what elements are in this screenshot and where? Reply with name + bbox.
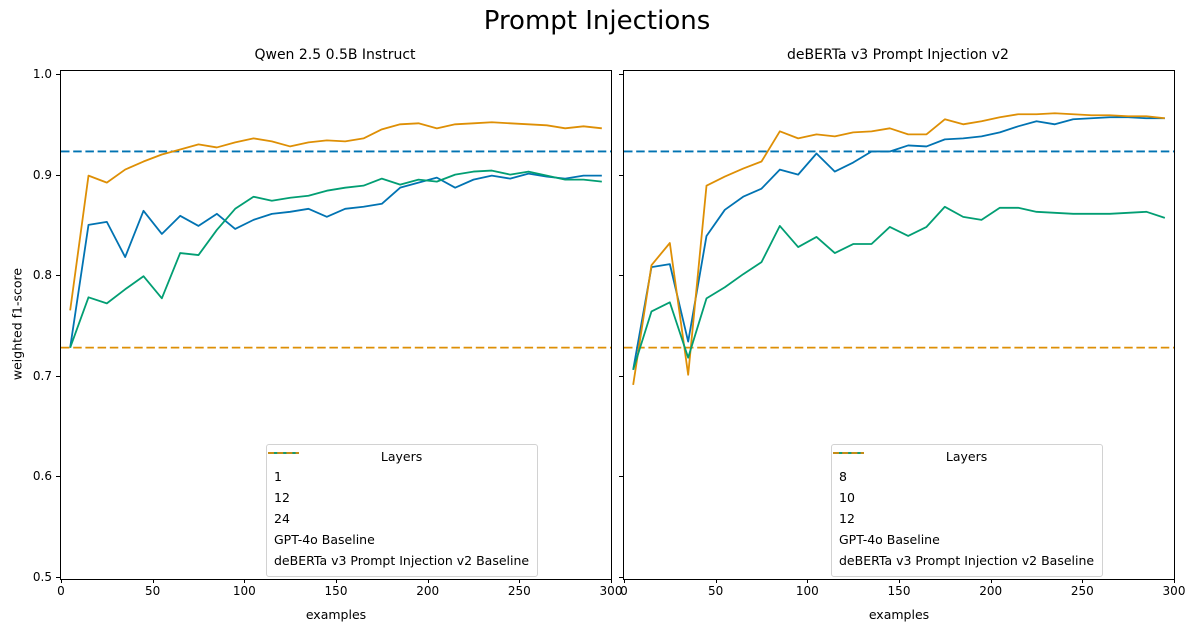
legend-line-sample: [268, 452, 299, 454]
x-tick-label: 0: [620, 584, 628, 598]
legend: Layers 8 10 12 GPT-4o Baseline deBERTa v3 Pro…: [831, 444, 1104, 577]
y-tick-label: 0.9: [32, 167, 52, 182]
x-tick-label: 200: [979, 584, 1003, 598]
y-tick-mark: [56, 476, 60, 478]
y-tick-mark: [56, 275, 60, 277]
y-tick-label: 0.8: [32, 268, 52, 283]
legend-title: Layers: [945, 449, 988, 464]
y-tick-mark: [619, 74, 623, 75]
y-tick-label: 1.0: [32, 67, 52, 81]
x-tick-label: 0: [57, 584, 65, 598]
legend-item: 12: [268, 452, 529, 508]
x-tick-label: 50: [145, 584, 161, 598]
x-tick-label: 150: [324, 584, 348, 598]
legend-item-label: deBERTa v3 Prompt Injection v2 Baseline: [274, 553, 530, 568]
legend-item: 8: [833, 452, 1094, 487]
legend-item-label: GPT-4o Baseline: [274, 532, 375, 547]
y-tick-label: 0.5: [32, 570, 52, 584]
legend-title: Layers: [380, 449, 423, 464]
legend-item-label: 1: [274, 469, 282, 484]
y-axis-label: weighted f1-score: [9, 267, 25, 381]
x-tick-mark: [427, 579, 429, 583]
legend-item-label: 10: [839, 490, 855, 505]
y-tick-mark: [56, 375, 60, 377]
y-tick-mark: [619, 275, 623, 277]
y-tick-mark: [619, 174, 623, 176]
x-axis-label: examples: [868, 607, 930, 622]
figure-title: Prompt Injections: [483, 6, 711, 36]
legend-item: 24: [268, 452, 529, 529]
y-tick-mark: [56, 74, 60, 75]
x-tick-mark: [336, 579, 337, 583]
x-tick-label: 50: [708, 584, 724, 598]
y-tick-label: 0.7: [32, 368, 52, 383]
series-line: [69, 172, 602, 348]
legend-item: 10: [833, 452, 1094, 508]
legend-item-label: 24: [274, 511, 290, 526]
series-line: [69, 121, 602, 311]
legend-item: deBERTa v3 Prompt Injection v2 Baseline: [833, 452, 1095, 571]
y-tick-mark: [619, 577, 623, 578]
y-tick-mark: [619, 476, 623, 478]
legend-item: GPT-4o Baseline: [268, 452, 529, 550]
x-tick-label: 300: [599, 584, 623, 598]
x-tick-mark: [152, 579, 154, 583]
legend-item: deBERTa v3 Prompt Injection v2 Baseline: [268, 452, 530, 571]
right-plot-area: examples 0 50 100 150 200 250 300 Layers 8 10 12 GP…: [619, 70, 1185, 622]
y-tick-mark: [56, 174, 60, 176]
series-line: [632, 112, 1165, 385]
legend-item: GPT-4o Baseline: [833, 452, 1094, 550]
legend-item-label: 12: [274, 490, 290, 505]
x-tick-mark: [61, 579, 62, 583]
left-plot-area: examples 0 50 100 150 200 250 300 0.5 0.6 0.7 0.8 0…: [33, 67, 623, 622]
series-line: [632, 205, 1166, 371]
series-line: [632, 116, 1165, 370]
x-tick-mark: [899, 579, 900, 583]
x-tick-label: 150: [887, 584, 911, 598]
plot-canvas: [624, 112, 1174, 385]
x-tick-label: 300: [1162, 584, 1186, 598]
y-tick-label: 0.6: [32, 469, 52, 484]
legend-item-label: GPT-4o Baseline: [839, 532, 940, 547]
plot-canvas: [61, 121, 611, 349]
x-tick-label: 200: [416, 584, 440, 598]
x-tick-mark: [807, 579, 809, 583]
x-tick-mark: [1174, 579, 1175, 583]
y-tick-mark: [619, 375, 623, 377]
x-tick-label: 250: [1070, 584, 1094, 598]
x-tick-mark: [624, 579, 625, 583]
x-tick-mark: [611, 579, 612, 583]
y-tick-mark: [56, 577, 60, 578]
legend-item: 12: [833, 452, 1094, 529]
subplot-title-right: deBERTa v3 Prompt Injection v2: [787, 47, 1009, 63]
subplot-title-left: Qwen 2.5 0.5B Instruct: [254, 47, 416, 63]
x-axis-label: examples: [305, 607, 367, 622]
legend-item: 1: [268, 452, 529, 487]
x-tick-mark: [990, 579, 992, 583]
legend: Layers 1 12 24 GPT-4o Baseline deBERTa v3 Pro…: [266, 444, 539, 577]
x-tick-label: 100: [232, 584, 256, 598]
x-tick-mark: [1082, 579, 1084, 583]
legend-item-label: 12: [839, 511, 855, 526]
legend-line-sample: [833, 452, 864, 454]
x-tick-label: 250: [507, 584, 531, 598]
legend-item-label: 8: [839, 469, 847, 484]
x-tick-mark: [519, 579, 521, 583]
legend-item-label: deBERTa v3 Prompt Injection v2 Baseline: [839, 553, 1095, 568]
x-tick-mark: [244, 579, 246, 583]
series-line: [69, 169, 602, 348]
x-tick-label: 100: [795, 584, 819, 598]
x-tick-mark: [715, 579, 717, 583]
